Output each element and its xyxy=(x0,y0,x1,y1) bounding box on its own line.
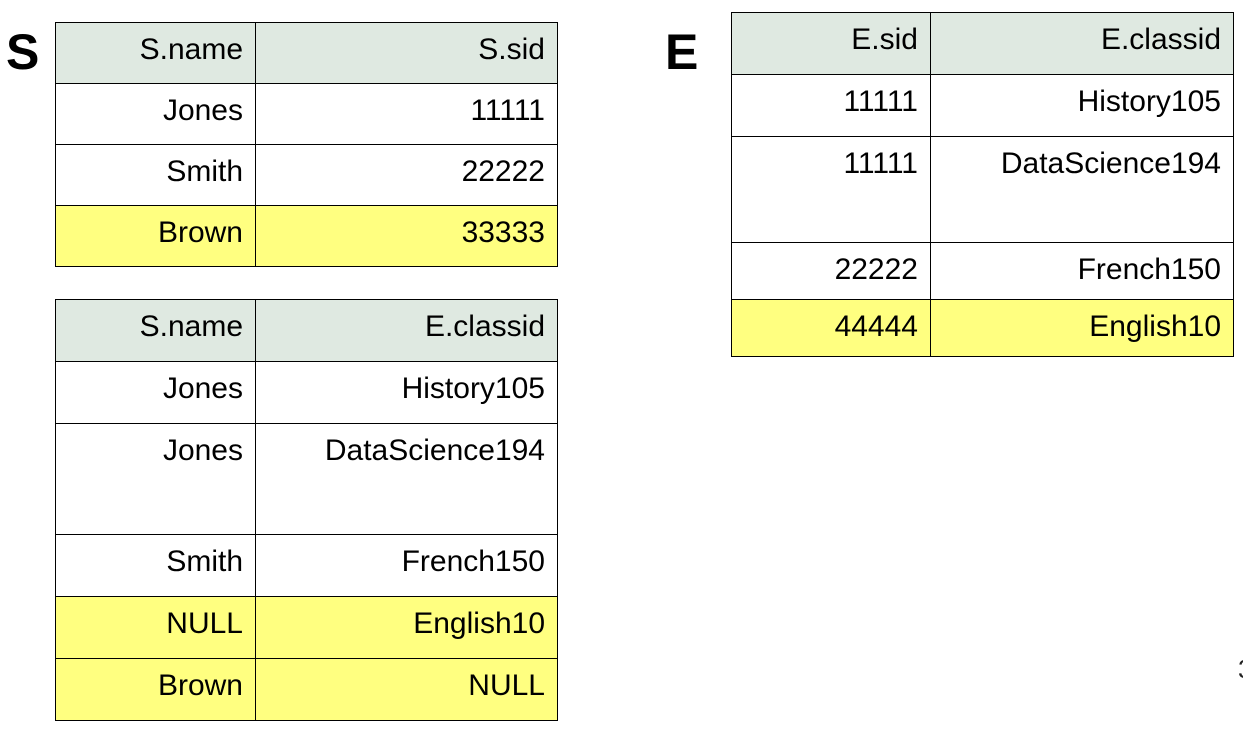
table-row: Jones History105 xyxy=(55,361,558,424)
table-row: 22222 French150 xyxy=(731,242,1234,300)
table-row-highlighted: 44444 English10 xyxy=(731,299,1234,357)
column-header: E.classid xyxy=(930,12,1234,75)
table-row-highlighted: Brown NULL xyxy=(55,658,558,721)
table-cell: Brown xyxy=(55,205,256,267)
table-cell: 22222 xyxy=(255,144,558,206)
table-cell: NULL xyxy=(55,596,256,659)
table-cell: French150 xyxy=(930,242,1234,300)
column-header: S.name xyxy=(55,22,256,84)
join-result-table: S.name E.classid Jones History105 Jones … xyxy=(55,299,558,721)
page-number: 3 xyxy=(1238,656,1243,682)
table-cell: Brown xyxy=(55,658,256,721)
table-header-row: S.name E.classid xyxy=(55,299,558,362)
table-header-row: S.name S.sid xyxy=(55,22,558,84)
table-cell: Jones xyxy=(55,361,256,424)
table-cell: English10 xyxy=(930,299,1234,357)
table-row-highlighted: Brown 33333 xyxy=(55,205,558,267)
table-cell: Jones xyxy=(55,423,256,535)
column-header: S.name xyxy=(55,299,256,362)
enrolled-table: E.sid E.classid 11111 History105 11111 D… xyxy=(731,12,1234,357)
table-row: Jones 11111 xyxy=(55,83,558,145)
table-row: Smith French150 xyxy=(55,534,558,597)
table-cell: French150 xyxy=(255,534,558,597)
column-header: E.sid xyxy=(731,12,931,75)
table-cell: English10 xyxy=(255,596,558,659)
table-cell: 22222 xyxy=(731,242,931,300)
table-cell: History105 xyxy=(930,74,1234,137)
table-cell: DataScience194 xyxy=(255,423,558,535)
table-cell: Smith xyxy=(55,534,256,597)
table-cell: History105 xyxy=(255,361,558,424)
table-cell: DataScience194 xyxy=(930,136,1234,243)
table-cell: 11111 xyxy=(255,83,558,145)
table-cell: Jones xyxy=(55,83,256,145)
table-row: 11111 DataScience194 xyxy=(731,136,1234,243)
table-row: Smith 22222 xyxy=(55,144,558,206)
table-row: 11111 History105 xyxy=(731,74,1234,137)
table-cell: 44444 xyxy=(731,299,931,357)
table-e-label: E xyxy=(665,24,699,80)
table-s-label: S xyxy=(6,24,40,80)
table-row: Jones DataScience194 xyxy=(55,423,558,535)
table-cell: 11111 xyxy=(731,136,931,243)
students-table: S.name S.sid Jones 11111 Smith 22222 Bro… xyxy=(55,22,558,267)
table-header-row: E.sid E.classid xyxy=(731,12,1234,75)
table-cell: 11111 xyxy=(731,74,931,137)
column-header: E.classid xyxy=(255,299,558,362)
table-row-highlighted: NULL English10 xyxy=(55,596,558,659)
table-cell: 33333 xyxy=(255,205,558,267)
table-cell: NULL xyxy=(255,658,558,721)
table-cell: Smith xyxy=(55,144,256,206)
column-header: S.sid xyxy=(255,22,558,84)
